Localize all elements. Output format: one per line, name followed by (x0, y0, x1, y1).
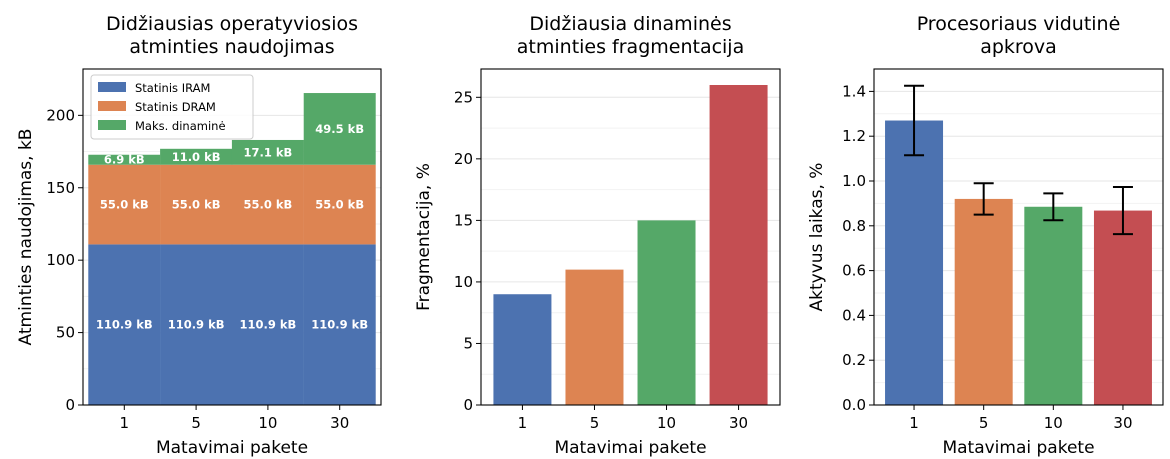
y-tick-label: 0 (65, 396, 75, 414)
x-tick-label: 1 (909, 414, 919, 432)
bar-segment (231, 244, 304, 405)
x-tick-label: 1 (120, 414, 130, 432)
bar-label: 55.0 kB (315, 198, 364, 212)
axes-frame (82, 68, 382, 406)
chart-1: 110.9 kB 110.9 kB 110.9 kB 110.9 kB 55.0 kB 5… (16, 13, 382, 458)
bar (954, 198, 1013, 405)
bar-segment (88, 164, 161, 245)
x-axis-label: Matavimai pakete (942, 438, 1094, 458)
bar-label: 110.9 kB (96, 318, 153, 332)
bar-label: 11.0 kB (172, 150, 221, 164)
y-tick-label: 0.0 (842, 396, 866, 414)
x-tick-label: 10 (1044, 414, 1063, 432)
bar (637, 220, 696, 405)
y-axis-label: Aktyvus laikas, % (807, 163, 827, 312)
x-tick-label: 30 (330, 414, 349, 432)
chart-title: atminties naudojimas (129, 36, 334, 58)
y-tick-label: 1.2 (842, 127, 866, 145)
y-tick-label: 25 (454, 88, 473, 106)
y-tick-label: 50 (56, 324, 75, 342)
bar (565, 269, 624, 405)
bar-label: 110.9 kB (240, 318, 297, 332)
axes-frame (480, 68, 781, 406)
bar (709, 85, 768, 405)
y-tick-label: 1.4 (842, 82, 866, 100)
bar-label: 110.9 kB (168, 318, 225, 332)
bar (1093, 210, 1152, 405)
y-tick-label: 0.8 (842, 217, 866, 235)
y-tick-label: 0 (463, 396, 473, 414)
legend-entry: Maks. dinaminė (135, 119, 226, 133)
y-tick-label: 10 (454, 273, 473, 291)
x-tick-label: 10 (258, 414, 277, 432)
legend: Statinis IRAM Statinis DRAM Maks. dinaminė (90, 74, 254, 140)
bar-label: 6.9 kB (104, 153, 145, 167)
legend-swatch (98, 101, 126, 111)
y-tick-label: 100 (46, 251, 75, 269)
x-tick-label: 30 (1113, 414, 1132, 432)
bar-segment (88, 244, 161, 405)
bar-segment (303, 244, 376, 405)
legend-swatch (98, 120, 126, 130)
chart-title: atminties fragmentacija (517, 36, 744, 58)
y-tick-label: 0.4 (842, 306, 866, 324)
y-axis-label: Atminties naudojimas, kB (16, 129, 36, 346)
bar-segment (88, 154, 161, 165)
bar-label: 17.1 kB (244, 145, 293, 159)
chart-title: Procesoriaus vidutinė (917, 13, 1121, 35)
x-tick-label: 5 (191, 414, 201, 432)
x-tick-label: 5 (979, 414, 989, 432)
bar-segment (231, 164, 304, 245)
bar-segment (160, 164, 233, 245)
x-axis-label: Matavimai pakete (554, 438, 706, 458)
bar-segment (303, 164, 376, 245)
y-axis-label: Fragmentacija, % (414, 163, 434, 311)
axes-frame (873, 68, 1164, 406)
bar-segment (303, 93, 376, 165)
y-tick-label: 0.6 (842, 262, 866, 280)
legend-box (90, 74, 254, 140)
bar-label: 49.5 kB (315, 122, 364, 136)
bar-label: 55.0 kB (244, 198, 293, 212)
chart-3: 0.0 0.2 0.4 0.6 0.8 1.0 1.2 1.4 1 5 10 30 Matavimai … (807, 13, 1164, 458)
y-tick-label: 20 (454, 150, 473, 168)
bar (1024, 206, 1083, 405)
bar (885, 120, 944, 406)
x-tick-label: 5 (590, 414, 600, 432)
x-tick-label: 10 (657, 414, 676, 432)
legend-entry: Statinis DRAM (135, 100, 216, 114)
chart-title: apkrova (980, 36, 1057, 58)
y-tick-label: 200 (46, 106, 75, 124)
y-tick-label: 150 (46, 179, 75, 197)
y-tick-label: 5 (463, 334, 473, 352)
x-axis-label: Matavimai pakete (156, 438, 308, 458)
bar-label: 110.9 kB (311, 318, 368, 332)
bar-label: 55.0 kB (172, 198, 221, 212)
bar (493, 294, 552, 405)
chart-title: Didžiausia dinaminės (529, 13, 731, 35)
x-tick-label: 1 (518, 414, 528, 432)
legend-entry: Statinis IRAM (135, 81, 210, 95)
legend-swatch (98, 82, 126, 92)
bar-segment (160, 148, 233, 165)
y-tick-label: 0.2 (842, 351, 866, 369)
y-tick-label: 15 (454, 211, 473, 229)
chart-title: Didžiausias operatyviosios (106, 13, 358, 35)
bar-label: 55.0 kB (100, 198, 149, 212)
y-tick-label: 1.0 (842, 172, 866, 190)
x-tick-label: 30 (729, 414, 748, 432)
bar-segment (160, 244, 233, 405)
bar-segment (231, 139, 304, 165)
